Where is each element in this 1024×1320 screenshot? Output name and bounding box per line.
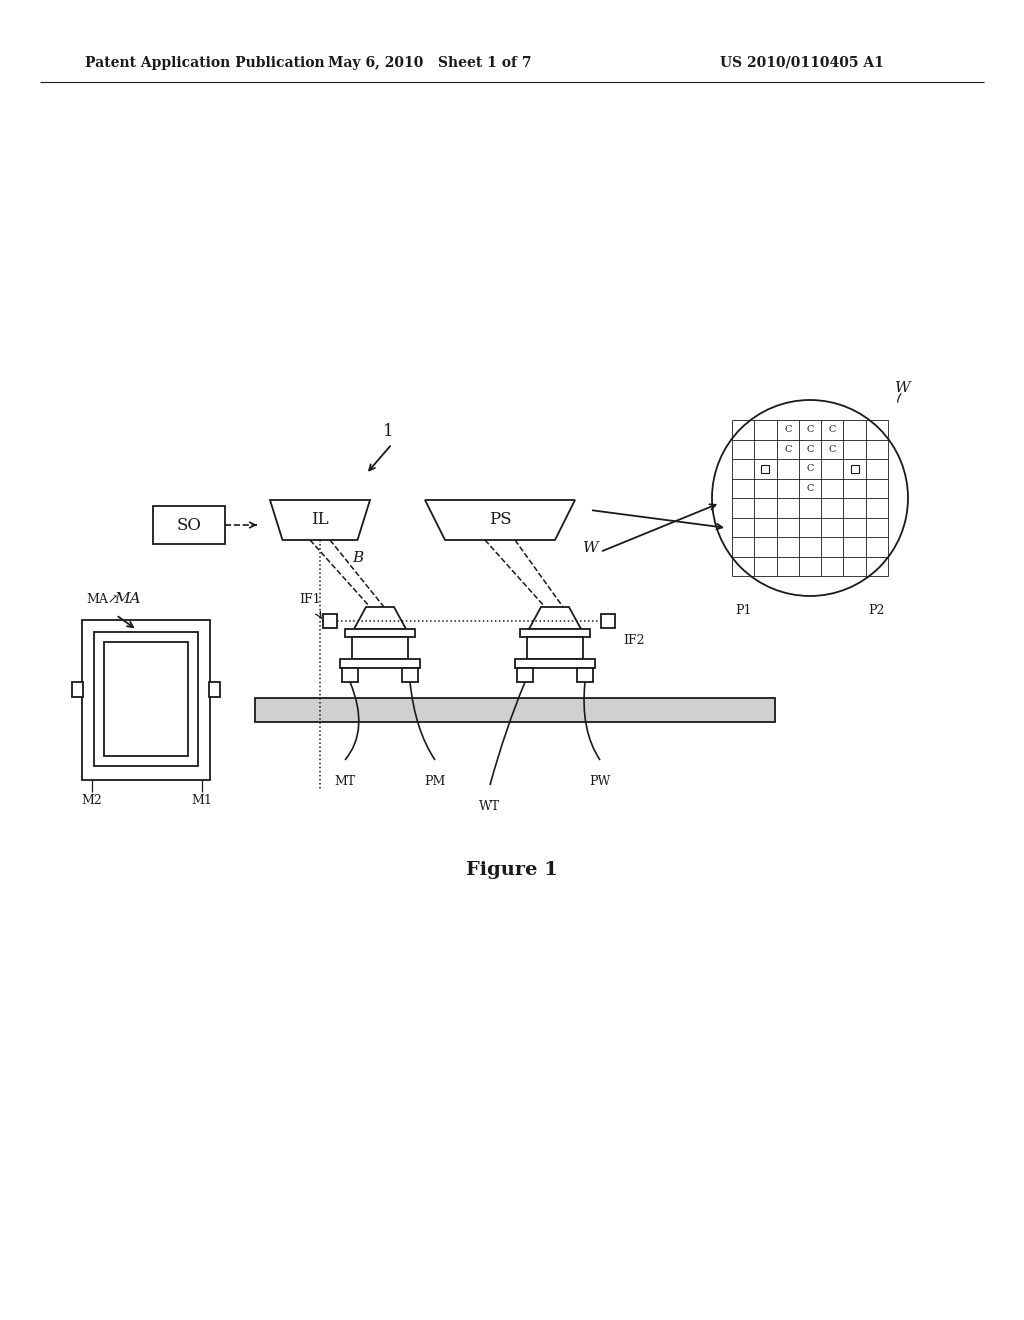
Text: C: C [828,445,836,454]
Text: IF1: IF1 [299,593,321,606]
Text: P2: P2 [868,603,885,616]
Bar [517,668,534,682]
Bar [104,642,188,756]
Bar [342,668,358,682]
Text: B: B [352,550,364,565]
Text: MT: MT [335,775,355,788]
Text: PM: PM [424,775,445,788]
Text: C: C [828,425,836,434]
Text: IF2: IF2 [623,634,644,647]
Text: Figure 1: Figure 1 [466,861,558,879]
Text: C: C [806,425,814,434]
Text: C: C [806,465,814,474]
Text: US 2010/0110405 A1: US 2010/0110405 A1 [720,55,884,70]
Text: Patent Application Publication: Patent Application Publication [85,55,325,70]
Text: W: W [583,541,599,554]
Bar [82,620,210,780]
Text: MA↗: MA↗ [86,593,119,606]
Text: PS: PS [488,511,511,528]
Bar [209,682,220,697]
Bar [255,698,775,722]
Text: PW: PW [590,775,610,788]
Text: May 6, 2010   Sheet 1 of 7: May 6, 2010 Sheet 1 of 7 [329,55,531,70]
Bar [527,638,583,659]
Bar [94,632,198,766]
Bar [72,682,83,697]
Polygon shape [270,500,370,540]
Text: P1: P1 [735,603,752,616]
Bar [352,638,408,659]
Polygon shape [425,500,575,540]
Bar [402,668,418,682]
Text: M2: M2 [82,795,102,807]
Text: C: C [806,445,814,454]
Bar [153,506,225,544]
Bar [345,630,415,638]
Text: C: C [806,483,814,492]
Text: W: W [895,381,910,395]
Text: M1: M1 [191,795,212,807]
Text: 1: 1 [383,424,393,441]
Bar [520,630,590,638]
Text: C: C [784,445,792,454]
Bar [577,668,593,682]
Bar [323,614,337,628]
Polygon shape [529,607,581,630]
Polygon shape [354,607,406,630]
Bar [762,465,769,473]
Bar [515,659,595,668]
Text: MA: MA [114,591,140,606]
Text: C: C [784,425,792,434]
Text: SO: SO [176,516,202,533]
Bar [851,465,858,473]
Text: IL: IL [311,511,329,528]
Bar [601,614,615,628]
Circle shape [712,400,908,597]
Bar [340,659,420,668]
Text: WT: WT [479,800,501,813]
